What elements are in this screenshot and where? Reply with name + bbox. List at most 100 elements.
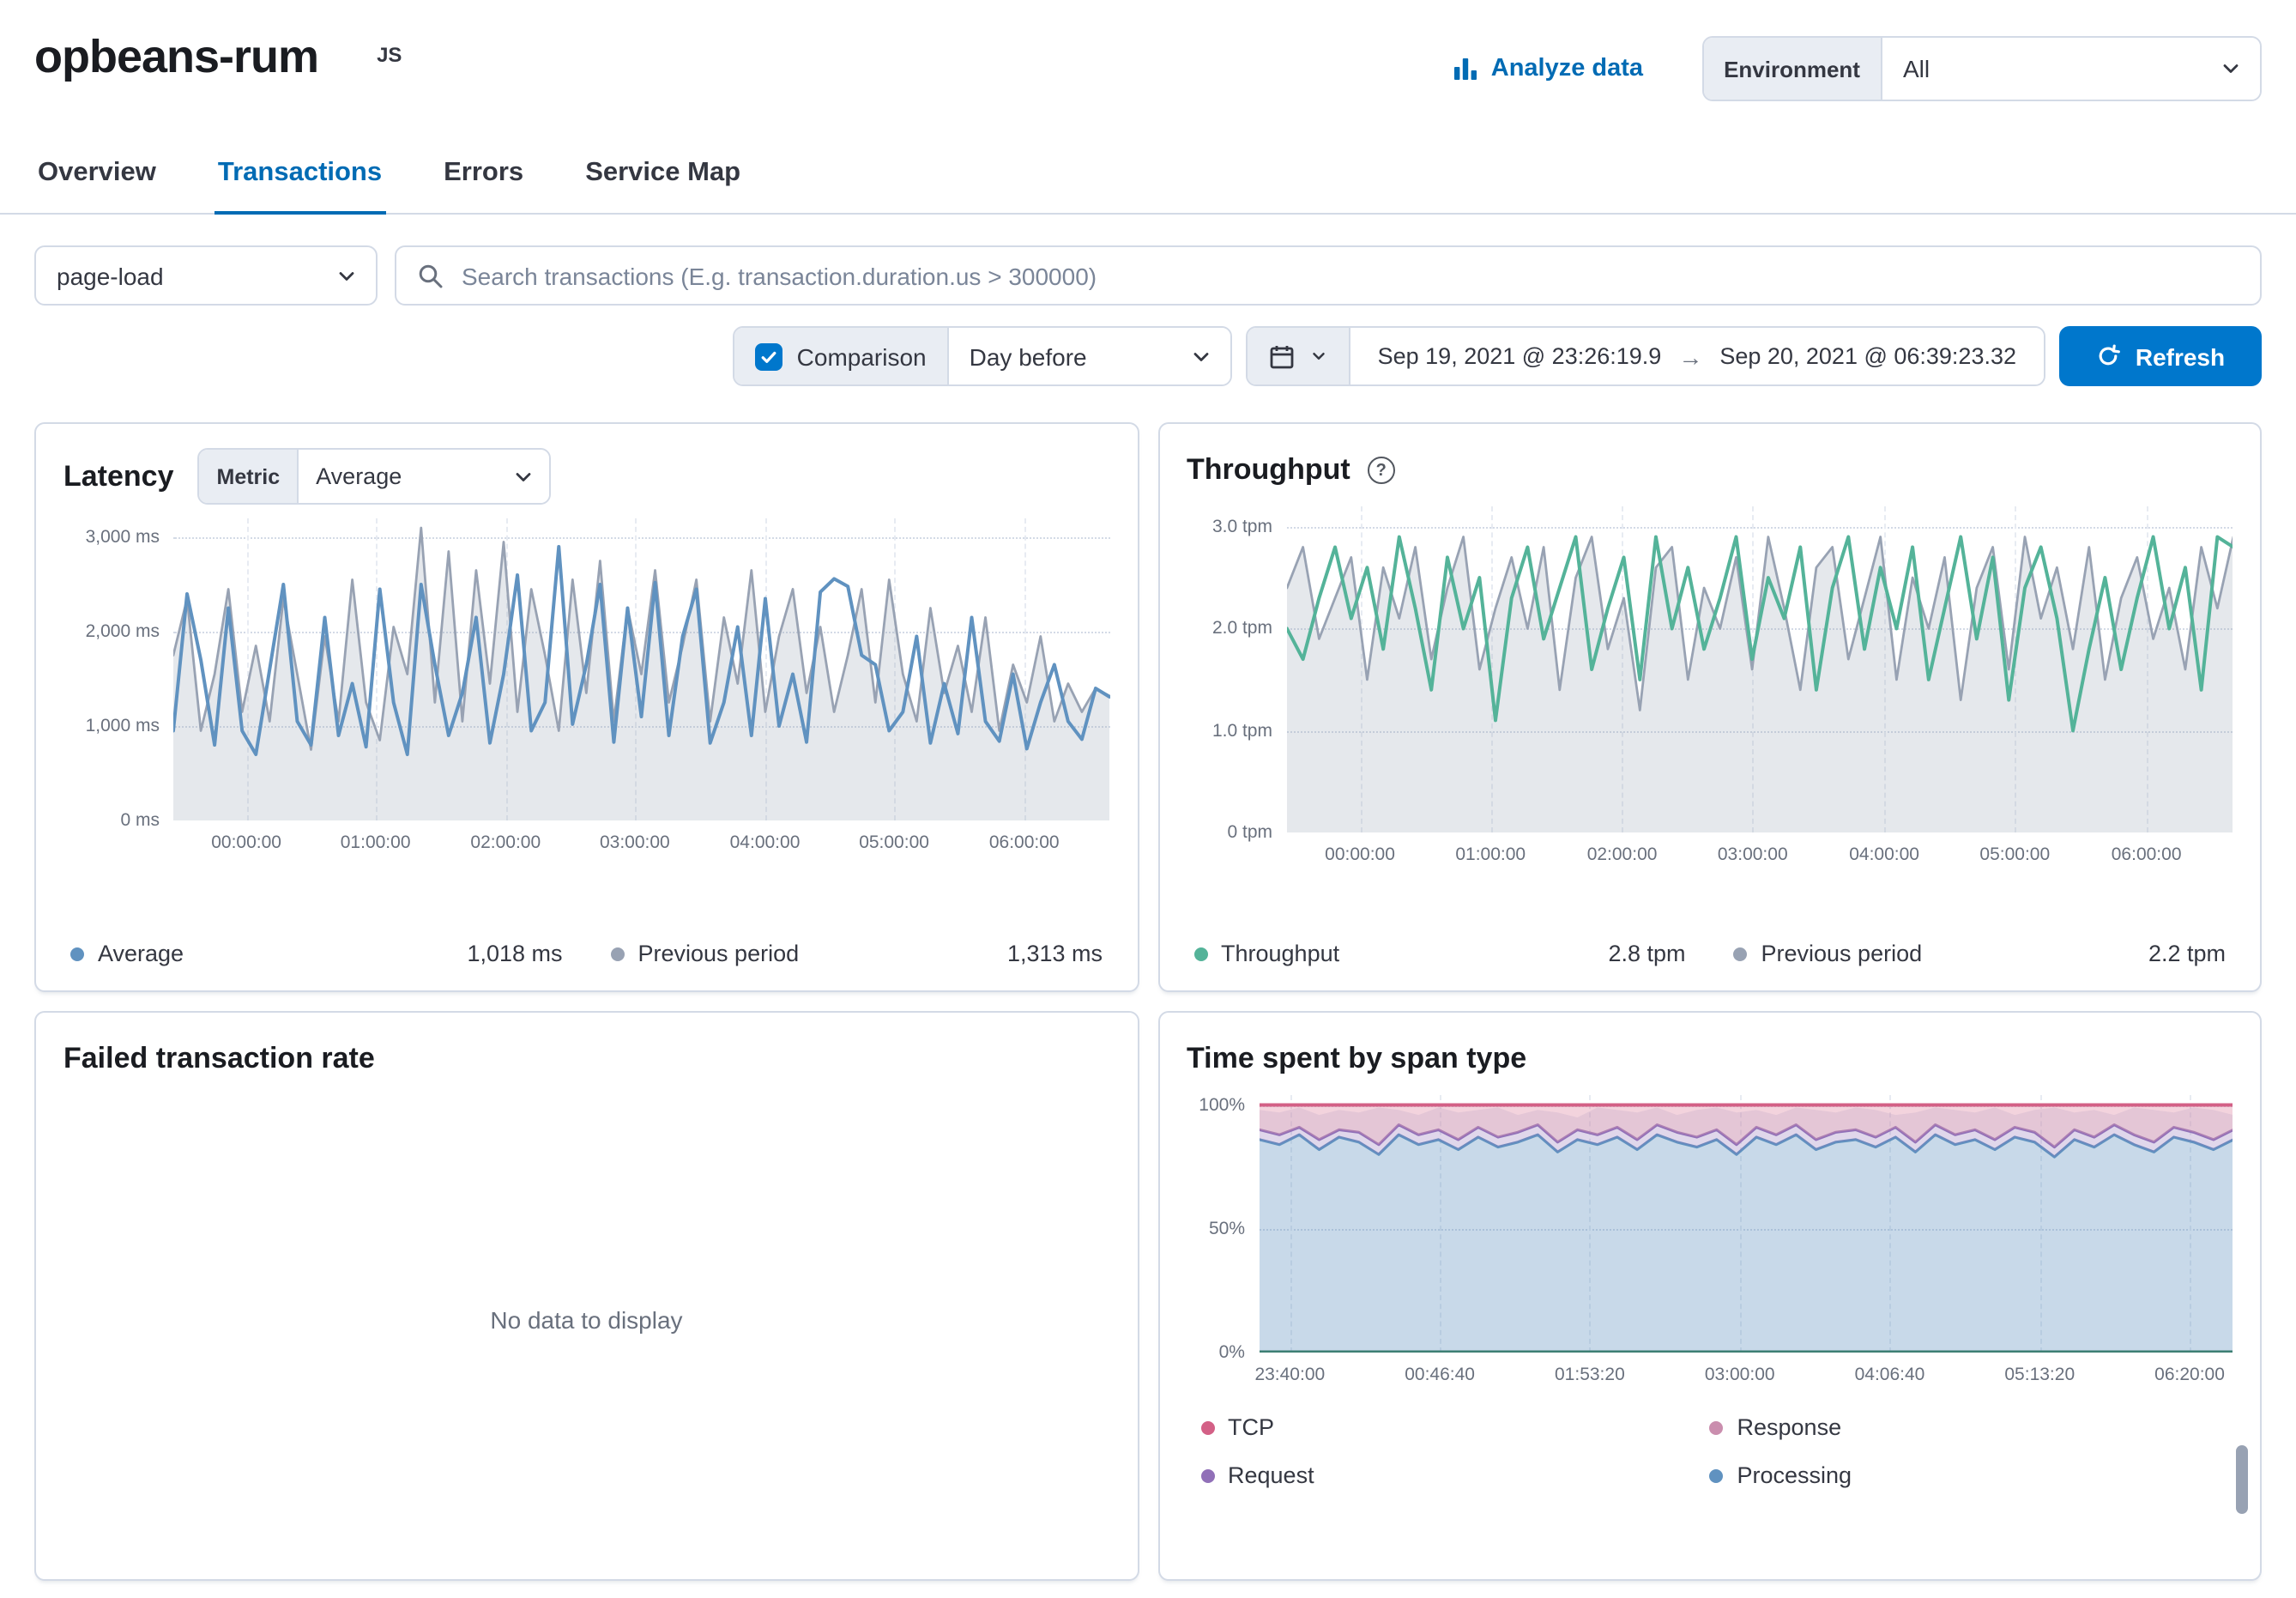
throughput-legend: Throughput 2.8 tpm Previous period 2.2 t…	[1187, 923, 2233, 970]
timespent-x-axis: 23:40:00 00:46:40 01:53:20 03:00:00 04:06:40…	[1254, 1365, 2225, 1385]
environment-value: All	[1903, 55, 1930, 82]
refresh-label: Refresh	[2135, 342, 2226, 370]
page-title: opbeans-rum	[34, 31, 319, 82]
environment-filter: Environment All	[1701, 36, 2262, 101]
latency-title: Latency	[63, 459, 174, 492]
date-range[interactable]: Sep 19, 2021 @ 23:26:19.9 → Sep 20, 2021…	[1350, 328, 2044, 384]
date-end[interactable]: Sep 20, 2021 @ 06:39:23.32	[1719, 343, 2016, 369]
chevron-down-icon	[1193, 352, 1209, 360]
timespent-title: Time spent by span type	[1187, 1042, 1527, 1074]
header-actions: Analyze data Environment All	[1452, 36, 2262, 101]
tab-errors[interactable]: Errors	[444, 158, 524, 187]
charts-grid: Latency Metric Average 0 ms 1,000 ms 2,000…	[0, 422, 2296, 1581]
legend-value: 1,018 ms	[467, 941, 563, 966]
comparison-period-select[interactable]: Day before	[948, 328, 1230, 384]
series-dot	[1193, 947, 1207, 960]
series-dot	[1709, 1468, 1724, 1482]
throughput-plot-area[interactable]	[1286, 506, 2233, 832]
agent-badge: JS	[377, 43, 402, 67]
environment-label: Environment	[1703, 38, 1882, 100]
timespent-legend: TCP Request Response Processing	[1187, 1414, 2233, 1488]
legend-label: Previous period	[637, 941, 800, 966]
timespent-plot-area[interactable]	[1259, 1095, 2233, 1353]
latency-x-axis: 00:00:00 01:00:00 02:00:00 03:00:00 04:00:00…	[211, 832, 1060, 853]
legend-item-previous-period[interactable]: Previous period 1,313 ms	[610, 941, 1103, 966]
page-header: opbeans-rum JS Analyze data Environment …	[0, 0, 2296, 113]
throughput-y-axis: 0 tpm 1.0 tpm 2.0 tpm 3.0 tpm	[1211, 516, 1272, 843]
legend-item-tcp[interactable]: TCP	[1200, 1414, 1710, 1440]
environment-select[interactable]: All	[1882, 38, 2260, 100]
transaction-type-value: page-load	[57, 262, 164, 289]
analyze-data-link[interactable]: Analyze data	[1452, 55, 1643, 82]
service-title-group: opbeans-rum JS	[34, 31, 402, 84]
help-icon[interactable]: ?	[1367, 457, 1395, 484]
legend-label: Previous period	[1761, 941, 1923, 966]
legend-item-response[interactable]: Response	[1709, 1414, 2220, 1440]
metric-control: Metric Average	[197, 448, 552, 505]
latency-y-axis: 0 ms 1,000 ms 2,000 ms 3,000 ms	[85, 527, 160, 831]
series-dot	[1200, 1420, 1214, 1434]
legend-item-throughput[interactable]: Throughput 2.8 tpm	[1193, 941, 1686, 966]
timespent-y-axis: 0% 50% 100%	[1199, 1094, 1245, 1363]
latency-header: Latency Metric Average	[63, 448, 1109, 505]
metric-select[interactable]: Average	[299, 450, 550, 503]
service-tabs: Overview Transactions Errors Service Map	[0, 151, 2296, 215]
comparison-label: Comparison	[796, 342, 927, 370]
throughput-chart: 0 tpm 1.0 tpm 2.0 tpm 3.0 tpm 00:00:00 01:00…	[1187, 506, 2233, 870]
metric-value: Average	[316, 463, 402, 489]
latency-plot-area[interactable]	[173, 518, 1109, 820]
tab-service-map[interactable]: Service Map	[585, 158, 741, 187]
comparison-period-value: Day before	[969, 342, 1087, 370]
latency-legend: Average 1,018 ms Previous period 1,313 m…	[63, 923, 1109, 970]
latency-chart: 0 ms 1,000 ms 2,000 ms 3,000 ms 00:00:00 01:…	[63, 518, 1109, 858]
failed-transaction-rate-panel: Failed transaction rate No data to displ…	[34, 1011, 1139, 1581]
legend-label: Processing	[1737, 1462, 1852, 1488]
series-dot	[1200, 1468, 1214, 1482]
tab-overview[interactable]: Overview	[38, 158, 156, 187]
transaction-type-select[interactable]: page-load	[34, 245, 378, 306]
legend-value: 2.8 tpm	[1608, 941, 1686, 966]
throughput-panel: Throughput ? 0 tpm 1.0 tpm 2.0 tpm 3.0 tpm …	[1157, 422, 2262, 992]
tab-transactions[interactable]: Transactions	[214, 151, 386, 215]
chevron-down-icon	[516, 472, 531, 481]
checkmark-icon	[762, 350, 777, 362]
search-icon	[419, 263, 443, 288]
no-data-message: No data to display	[490, 1306, 683, 1334]
comparison-group: Comparison Day before	[733, 326, 1232, 386]
series-dot	[610, 947, 625, 960]
time-controls-row: Comparison Day before Sep 19, 2021 @ 23:…	[34, 326, 2262, 386]
bar-chart-icon	[1453, 58, 1477, 80]
legend-item-request[interactable]: Request	[1200, 1462, 1710, 1488]
chevron-down-icon	[2223, 64, 2239, 73]
search-bar	[395, 245, 2262, 306]
legend-item-processing[interactable]: Processing	[1709, 1462, 2220, 1488]
legend-value: 2.2 tpm	[2148, 941, 2226, 966]
chevron-down-icon	[339, 271, 354, 280]
series-dot	[1709, 1420, 1724, 1434]
calendar-icon	[1270, 345, 1294, 368]
legend-label: TCP	[1228, 1414, 1274, 1440]
search-input[interactable]	[458, 260, 2239, 291]
failed-title: Failed transaction rate	[63, 1042, 375, 1074]
refresh-button[interactable]: Refresh	[2059, 326, 2262, 386]
legend-item-previous-period[interactable]: Previous period 2.2 tpm	[1733, 941, 2226, 966]
timespent-chart: 0% 50% 100% 23:40:00 00:46:40 01:53:20 03:00:…	[1187, 1095, 2233, 1390]
chevron-down-icon	[1312, 353, 1325, 360]
date-picker-quick-menu[interactable]	[1247, 328, 1350, 384]
legend-value: 1,313 ms	[1006, 941, 1103, 966]
series-dot	[1733, 947, 1748, 960]
legend-label: Response	[1737, 1414, 1842, 1440]
comparison-checkbox[interactable]	[755, 342, 783, 370]
timespent-header: Time spent by span type	[1187, 1037, 2233, 1081]
comparison-toggle[interactable]: Comparison	[734, 328, 949, 384]
throughput-title: Throughput	[1187, 453, 1350, 486]
filter-row: page-load	[34, 245, 2262, 306]
legend-label: Request	[1228, 1462, 1314, 1488]
series-dot	[70, 947, 84, 960]
legend-item-average[interactable]: Average 1,018 ms	[70, 941, 563, 966]
legend-label: Average	[98, 941, 184, 966]
metric-label: Metric	[199, 450, 299, 503]
legend-scrollbar[interactable]	[2236, 1445, 2248, 1514]
date-start[interactable]: Sep 19, 2021 @ 23:26:19.9	[1377, 343, 1662, 369]
